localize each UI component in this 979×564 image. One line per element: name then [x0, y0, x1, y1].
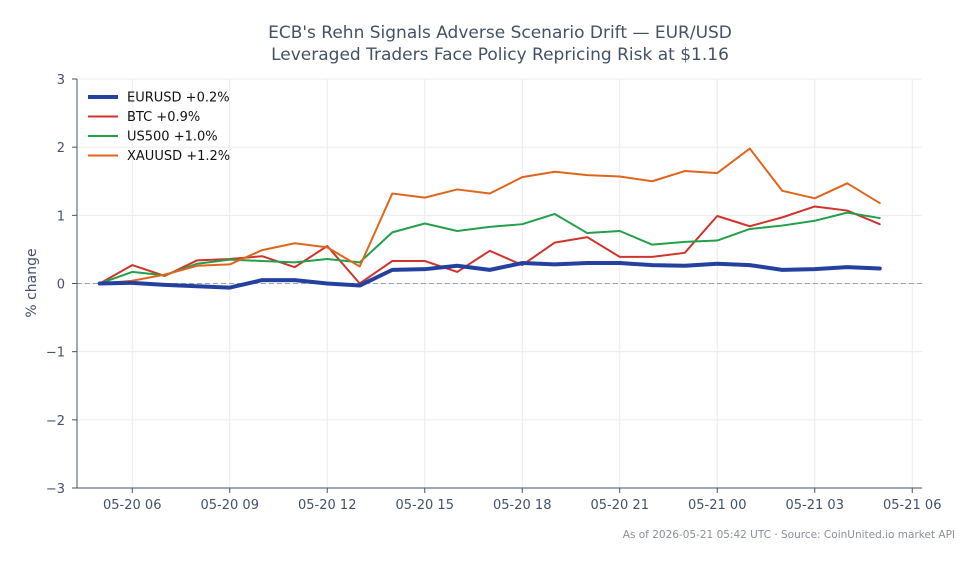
- y-axis-label: % change: [24, 248, 40, 317]
- chart-title: ECB's Rehn Signals Adverse Scenario Drif…: [268, 23, 732, 43]
- series-line-1: [98, 205, 881, 285]
- y-tick-label: 0: [57, 278, 65, 293]
- legend-entry-0: EURUSD +0.2%: [127, 91, 230, 106]
- y-tick-label: −1: [46, 346, 65, 361]
- x-tick-label: 05-20 21: [591, 498, 649, 513]
- x-tick-label: 05-20 15: [396, 498, 454, 513]
- x-tick-label: 05-21 03: [786, 498, 844, 513]
- chart-subtitle: Leveraged Traders Face Policy Repricing …: [271, 45, 729, 65]
- y-tick-label: 3: [57, 73, 65, 88]
- series-line-0: [97, 261, 882, 290]
- y-tick-label: 1: [57, 209, 65, 224]
- x-tick-label: 05-20 18: [493, 498, 551, 513]
- x-tick-label: 05-20 09: [201, 498, 259, 513]
- y-tick-label: −3: [46, 482, 65, 497]
- series-line-2: [98, 211, 881, 285]
- legend: EURUSD +0.2% BTC +0.9% US500 +1.0% XAUUSD +…: [88, 91, 230, 164]
- axes: 05-20 06 05-20 09 05-20 12 05-20 15 05-20 18…: [46, 73, 942, 513]
- x-tick-label: 05-20 12: [298, 498, 356, 513]
- y-tick-label: 2: [57, 141, 65, 156]
- legend-entry-1: BTC +0.9%: [127, 110, 200, 125]
- x-tick-label: 05-21 00: [688, 498, 746, 513]
- series-line-3: [98, 147, 881, 285]
- footer-source-note: As of 2026-05-21 05:42 UTC · Source: Coi…: [623, 529, 955, 541]
- plot-area: [97, 147, 882, 290]
- legend-entry-3: XAUUSD +1.2%: [127, 149, 230, 164]
- legend-entry-2: US500 +1.0%: [127, 130, 218, 145]
- y-tick-label: −2: [46, 414, 65, 429]
- x-tick-label: 05-20 06: [103, 498, 161, 513]
- x-tick-label: 05-21 06: [883, 498, 941, 513]
